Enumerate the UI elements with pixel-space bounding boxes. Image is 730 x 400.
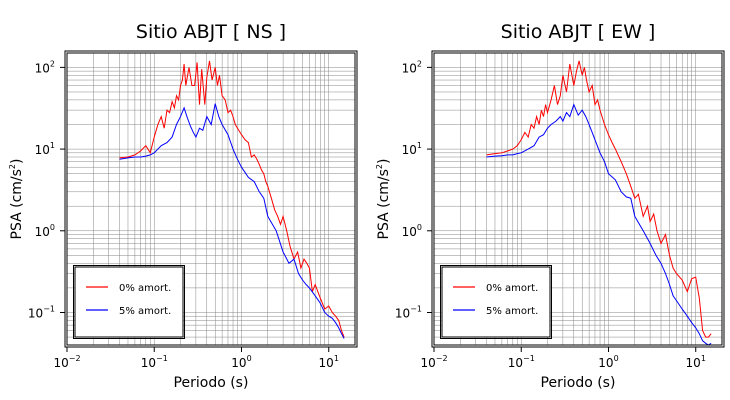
ns-x-tick-label: 100 [231,354,251,370]
ew-legend-label-0: 0% amort. [486,283,538,294]
ns-legend-label-1: 5% amort. [119,306,171,317]
ew-chart-title: Sitio ABJT [ EW ] [501,21,656,43]
ns-ticks [60,66,330,352]
ew-series-0-line [486,60,712,338]
ew-grid [434,53,722,345]
ns-legend: 0% amort. 5% amort. [73,265,185,339]
ew-x-axis-label: Periodo (s) [541,375,616,391]
ew-plot-frame [433,52,723,346]
ns-series-1-line [119,103,345,339]
ns-chart: 10−2 10−1 100 101 10−1 100 101 102 Sitio ABJT [ … [8,21,358,391]
ew-legend-frame [441,266,551,338]
ns-legend-frame-outer [73,265,185,339]
ew-series-1-line [486,103,712,346]
ns-plot-frame-outer [64,50,358,348]
ns-legend-frame [74,266,184,338]
ns-x-tick-label: 10−2 [53,354,80,370]
ew-x-tick-label: 100 [598,354,618,370]
ew-plot-frame-outer [431,50,725,348]
ew-y-tick-label: 101 [402,141,422,157]
ew-y-axis-label: PSA (cm/s2) [375,159,392,240]
ns-y-tick-label: 100 [35,223,55,239]
ew-y-tick-label: 10−1 [395,304,422,320]
ew-x-tick-label: 101 [686,354,706,370]
ew-ticks [427,66,697,352]
ew-chart: 10−2 10−1 100 101 10−1 100 101 102 Sitio ABJT [ … [375,21,725,391]
ns-y-tick-label: 102 [35,59,55,75]
ew-x-tick-label: 10−2 [420,354,447,370]
ns-plot-frame [66,52,356,346]
ew-legend: 0% amort. 5% amort. [440,265,552,339]
ns-y-tick-label: 10−1 [28,304,55,320]
ns-x-axis-label: Periodo (s) [174,375,249,391]
ew-y-tick-label: 100 [402,223,422,239]
ns-y-tick-label: 101 [35,141,55,157]
ns-x-tick-label: 101 [319,354,339,370]
ew-x-tick-label: 10−1 [508,354,535,370]
ns-y-axis-label: PSA (cm/s2) [8,159,25,240]
ns-chart-title: Sitio ABJT [ NS ] [136,21,286,43]
ew-y-tick-label: 102 [402,59,422,75]
ns-series-0-line [119,60,345,338]
ns-legend-label-0: 0% amort. [119,283,171,294]
ns-x-tick-label: 10−1 [141,354,168,370]
ew-legend-label-1: 5% amort. [486,306,538,317]
ew-legend-frame-outer [440,265,552,339]
